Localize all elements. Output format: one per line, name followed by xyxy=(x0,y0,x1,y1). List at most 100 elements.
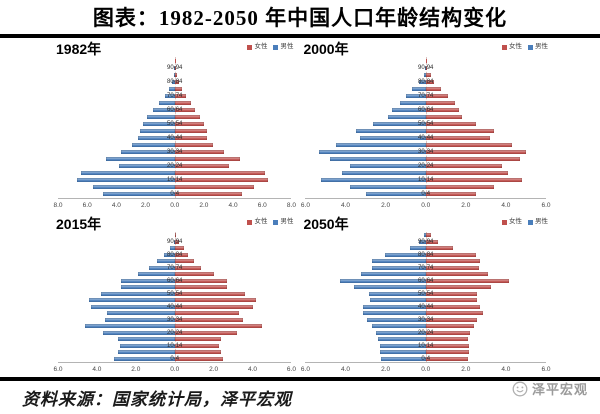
female-bar xyxy=(174,304,253,309)
male-bar xyxy=(359,136,426,141)
male-bar xyxy=(173,72,175,77)
pyramid-row: 80-84 xyxy=(58,252,291,259)
pyramid-row: 40-44 xyxy=(58,304,291,311)
male-bar xyxy=(377,337,426,342)
legend-item-male: 男性 xyxy=(273,43,293,51)
male-bar xyxy=(102,330,175,335)
female-bar xyxy=(174,246,185,251)
male-swatch-icon xyxy=(528,44,533,50)
female-bar xyxy=(425,65,428,70)
female-bar xyxy=(174,317,243,322)
male-bar xyxy=(319,150,426,155)
male-bar xyxy=(321,178,426,183)
age-group-label: 30-34 xyxy=(167,149,183,156)
female-bar xyxy=(425,298,477,303)
female-bar xyxy=(174,192,242,197)
source-text: 资料来源：国家统计局，泽平宏观 xyxy=(22,390,292,409)
age-group-label: 70-74 xyxy=(167,264,183,271)
pyramid-chart-2050: 2050年 女性 男性 90-94 80-84 70-74 60-64 50-54 40-… xyxy=(301,216,551,375)
female-bar xyxy=(425,252,476,257)
male-bar xyxy=(120,150,175,155)
female-bar xyxy=(174,324,263,329)
pyramid-row: 70-74 xyxy=(305,265,546,272)
female-bar xyxy=(425,100,455,105)
age-group-label: 50-54 xyxy=(418,290,434,297)
male-bar xyxy=(379,343,426,348)
male-bar xyxy=(341,171,426,176)
male-bar xyxy=(423,72,426,77)
female-bar xyxy=(174,252,189,257)
x-axis-tick: 2.0 xyxy=(461,202,471,210)
female-bar xyxy=(425,291,477,296)
female-bar xyxy=(425,93,448,98)
legend-male-label: 男性 xyxy=(280,43,294,50)
female-bar xyxy=(174,350,222,355)
female-bar xyxy=(425,79,434,84)
legend-item-male: 男性 xyxy=(273,218,293,226)
pyramid-chart-1982: 1982年 女性 男性 90-94 80-84 70-74 60-64 50-54 40-… xyxy=(53,42,296,211)
legend-male-label: 男性 xyxy=(280,218,294,226)
pyramid-row: 50-54 xyxy=(58,120,291,127)
pyramid-row: 90-94 xyxy=(58,239,291,246)
x-axis-tick: 6.0 xyxy=(300,366,310,373)
female-bar xyxy=(425,86,441,91)
title-divider xyxy=(0,34,600,38)
male-bar xyxy=(121,285,175,290)
pyramid-row: 70-74 xyxy=(58,265,291,272)
female-bar xyxy=(174,178,269,183)
pyramid-row xyxy=(305,71,546,78)
pyramid-row xyxy=(58,184,291,191)
male-bar xyxy=(418,79,426,84)
male-bar xyxy=(366,317,426,322)
x-axis-tick: 0.0 xyxy=(421,202,431,210)
pyramid-row: 20-24 xyxy=(305,163,546,170)
pyramid-row xyxy=(305,127,546,134)
pyramid-row xyxy=(58,232,291,239)
female-bar xyxy=(174,150,225,155)
female-bar xyxy=(425,150,526,155)
chart-legend: 女性 男性 xyxy=(502,42,548,51)
pyramid-row xyxy=(305,232,546,239)
x-axis-tick: 2.0 xyxy=(131,366,141,373)
male-swatch-icon xyxy=(273,219,279,225)
age-group-label: 60-64 xyxy=(167,277,183,284)
pyramid-plot: 90-94 80-84 70-74 60-64 50-54 40-44 30-34 20-24… xyxy=(305,57,546,200)
chart-legend: 女性 男性 xyxy=(247,217,293,226)
legend-female-label: 女性 xyxy=(509,218,522,226)
female-bar xyxy=(174,143,213,148)
pyramid-row: 10-14 xyxy=(58,177,291,184)
legend-female-label: 女性 xyxy=(254,218,268,226)
pyramid-row: 0-4 xyxy=(305,191,546,198)
pyramid-plot: 90-94 80-84 70-74 60-64 50-54 40-44 30-34 20-24… xyxy=(58,232,292,363)
age-group-label: 40-44 xyxy=(418,135,434,142)
pyramid-row xyxy=(58,57,291,64)
pyramid-row xyxy=(58,336,291,343)
male-bar xyxy=(380,356,426,361)
male-bar xyxy=(409,246,426,251)
x-axis-tick: 2.0 xyxy=(199,202,209,210)
male-bar xyxy=(371,324,426,329)
pyramid-row xyxy=(305,258,546,265)
female-bar xyxy=(425,233,431,238)
x-axis-tick: 8.0 xyxy=(286,202,296,210)
male-bar xyxy=(360,272,426,277)
pyramid-chart-2015: 2015年 女性 男性 90-94 80-84 70-74 60-64 50-54 40-… xyxy=(53,217,295,375)
pyramid-row xyxy=(305,113,546,120)
pyramid-row xyxy=(58,71,291,78)
age-group-label: 10-14 xyxy=(167,177,183,184)
chart-year-label: 2050年 xyxy=(303,216,349,233)
age-group-label: 90-94 xyxy=(167,64,183,71)
x-axis-tick: 6.0 xyxy=(53,366,63,373)
age-group-label: 80-84 xyxy=(418,78,434,85)
age-group-label: 10-14 xyxy=(167,342,183,349)
age-group-label: 30-34 xyxy=(418,316,434,323)
pyramid-row: 90-94 xyxy=(305,64,546,71)
male-bar xyxy=(118,337,175,342)
brand-logo: 泽平宏观 xyxy=(512,379,588,398)
x-axis: 6.0 4.0 2.0 0.0 2.0 4.0 6.0 xyxy=(301,365,551,375)
male-bar xyxy=(375,330,426,335)
pyramid-row xyxy=(58,85,291,92)
male-bar xyxy=(371,259,426,264)
age-group-label: 30-34 xyxy=(418,149,434,156)
x-axis-tick: 6.0 xyxy=(541,366,551,373)
